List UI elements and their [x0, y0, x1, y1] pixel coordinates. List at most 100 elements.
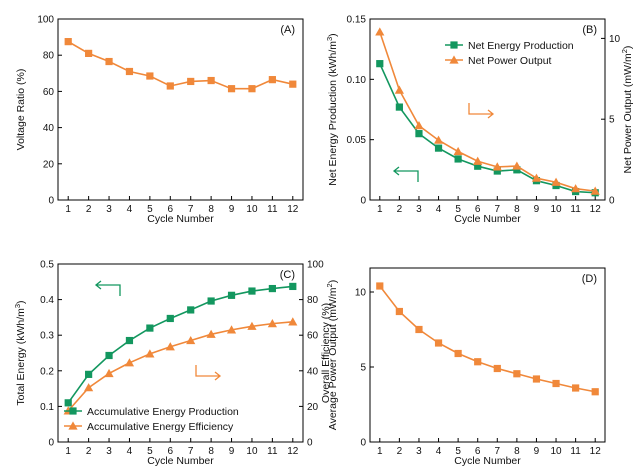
arrow-right-icon	[468, 103, 495, 119]
legend-marker	[449, 55, 459, 64]
data-point	[145, 349, 155, 358]
x-tick-label: 6	[168, 204, 174, 215]
x-tick-label: 10	[246, 204, 258, 215]
x-tick-label: 4	[127, 204, 133, 215]
x-tick-label: 6	[475, 446, 481, 457]
legend-label: Net Energy Production	[468, 40, 574, 52]
y-tick-label: 40	[43, 123, 55, 134]
data-point	[85, 370, 93, 378]
x-tick-label: 7	[188, 204, 194, 215]
y-tick-label: 80	[43, 51, 55, 62]
y-tick-label: 0.2	[40, 366, 54, 377]
y2-tick-label: 5	[609, 115, 615, 126]
data-point	[64, 399, 72, 407]
x-tick-label: 1	[377, 446, 383, 457]
y-axis-label: Average Power Output (mW/m2)	[325, 280, 340, 430]
y-tick-label: 20	[43, 159, 55, 170]
data-point	[551, 177, 561, 186]
x-axis-label: Cycle Number	[454, 455, 521, 467]
x-tick-label: 11	[570, 204, 581, 215]
x-tick-label: 12	[590, 204, 602, 215]
y-tick-label: 0	[360, 196, 366, 207]
y-tick-label: 0.1	[40, 402, 54, 413]
data-point	[207, 76, 215, 85]
x-tick-label: 7	[495, 204, 501, 215]
x-tick-label: 3	[106, 204, 112, 215]
x-tick-label: 5	[147, 446, 153, 457]
data-point	[474, 358, 482, 366]
data-point	[395, 103, 403, 111]
data-point	[248, 287, 256, 295]
data-point	[474, 162, 482, 170]
y-axis-label: Net Energy Production (kWh/m3)	[325, 33, 340, 185]
data-point	[166, 82, 174, 90]
data-point	[454, 155, 462, 163]
x-tick-label: 1	[65, 446, 71, 457]
data-point	[105, 57, 113, 66]
x-tick-label: 5	[455, 204, 461, 215]
data-point	[493, 364, 501, 373]
data-point	[473, 156, 483, 165]
plot-frame	[57, 263, 304, 443]
data-point	[124, 358, 135, 367]
data-point	[288, 317, 298, 326]
y2-tick-label: 60	[307, 331, 319, 342]
data-point	[532, 375, 541, 383]
x-tick-label: 8	[208, 204, 214, 215]
x-tick-label: 7	[188, 446, 194, 457]
data-point	[268, 76, 276, 84]
y-tick-label: 100	[37, 15, 54, 26]
x-tick-label: 2	[397, 446, 403, 457]
x-tick-label: 10	[550, 204, 562, 215]
x-tick-label: 10	[550, 446, 562, 457]
data-point	[289, 80, 297, 88]
x-tick-label: 8	[514, 446, 520, 457]
x-tick-label: 2	[397, 204, 403, 215]
x-tick-label: 8	[208, 446, 214, 457]
x-tick-label: 11	[570, 446, 581, 457]
data-point	[433, 135, 444, 144]
data-point	[434, 339, 443, 347]
x-tick-label: 2	[86, 446, 92, 457]
x-tick-label: 11	[267, 204, 278, 215]
data-point	[105, 351, 113, 360]
series-line	[379, 31, 596, 192]
y-tick-label: 5	[360, 363, 366, 374]
y2-tick-label: 10	[609, 34, 621, 45]
data-point	[571, 184, 581, 193]
data-point	[166, 314, 174, 323]
x-tick-label: 3	[416, 204, 422, 215]
plot-frame	[369, 18, 606, 201]
data-point	[165, 342, 175, 351]
y2-tick-label: 20	[307, 402, 319, 413]
y-tick-label: 0.3	[40, 331, 54, 342]
x-tick-label: 4	[127, 446, 133, 457]
y2-tick-label: 0	[609, 196, 615, 207]
x-tick-label: 12	[287, 446, 299, 457]
y2-axis-label: Overall Efficiency (%)	[320, 303, 332, 403]
x-axis-label: Cycle Number	[147, 455, 214, 467]
y-axis-label: Voltage Ratio (%)	[15, 69, 27, 151]
x-tick-label: 1	[377, 204, 383, 215]
x-tick-label: 4	[436, 446, 442, 457]
y2-axis-label: Net Power Output (mW/m2)	[620, 46, 635, 174]
y-tick-label: 10	[355, 288, 367, 299]
y-tick-label: 0.10	[347, 75, 367, 86]
panel-label: (D)	[582, 273, 597, 285]
x-tick-label: 6	[168, 446, 174, 457]
x-tick-label: 12	[287, 204, 299, 215]
data-point	[146, 324, 154, 332]
x-tick-label: 9	[534, 204, 540, 215]
x-tick-label: 8	[514, 204, 520, 215]
x-tick-label: 4	[436, 204, 442, 215]
data-point	[207, 297, 215, 305]
series-line	[67, 321, 293, 412]
x-axis-label: Cycle Number	[454, 213, 521, 225]
data-point	[454, 349, 462, 358]
panel-label: (A)	[280, 24, 295, 36]
data-point	[375, 27, 385, 36]
x-tick-label: 7	[495, 446, 501, 457]
